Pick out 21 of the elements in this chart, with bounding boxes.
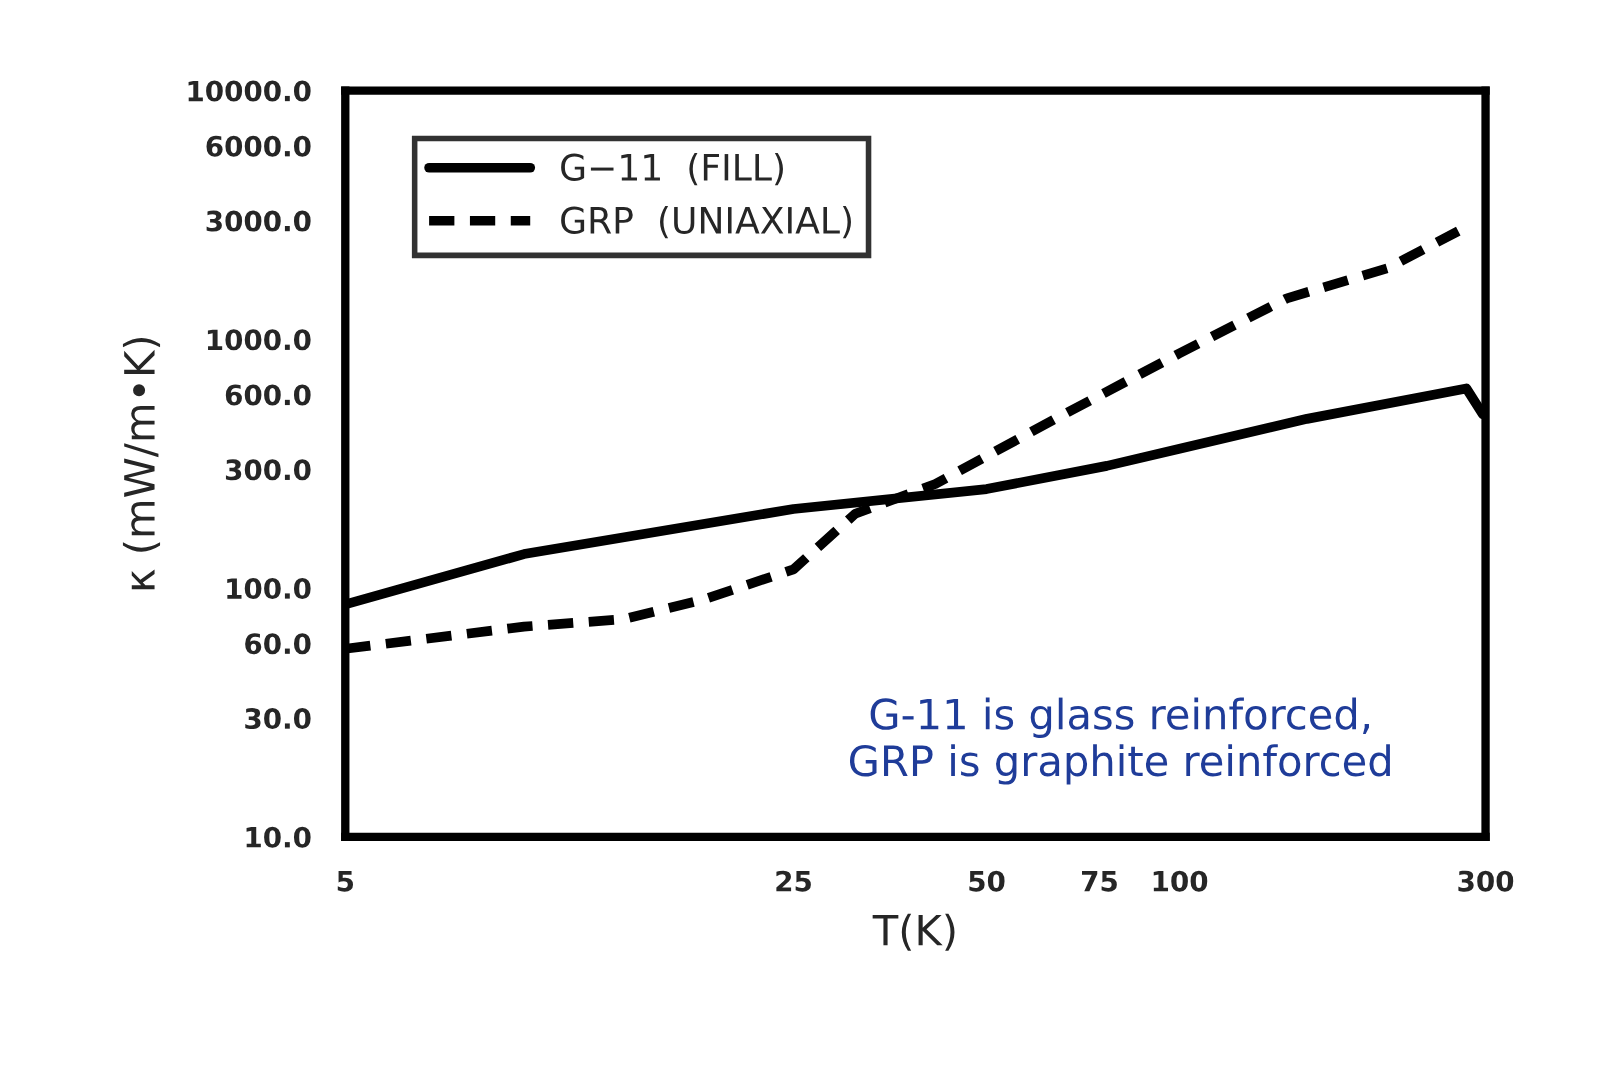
y-tick-label: 60.0 [245,633,311,655]
y-tick-label: 100.0 [227,578,311,600]
y-tick-label: 1000.0 [207,329,311,351]
x-tick-label: 5 [337,871,354,892]
y-tick-label: 600.0 [225,384,311,406]
y-tick-label: 6000.0 [206,135,311,157]
y-axis-title: κ (mW/m•K) [122,337,161,590]
x-tick-label: 300 [1458,870,1514,892]
y-tick-label: 10000.0 [188,80,311,102]
y-tick-label: 300.0 [225,459,311,481]
x-tick-label: 75 [1082,871,1117,892]
y-tick-label: 30.0 [245,708,311,730]
legend-label: GRP (UNIAXIAL) [561,206,851,239]
x-tick-label: 50 [969,870,1005,892]
y-tick-label: 3000.0 [206,210,311,232]
x-tick-label: 25 [776,870,811,892]
legend-label: G−11 (FILL) [561,153,783,186]
annotation: G-11 is glass reinforced, GRP is graphite reinforced [849,697,1390,785]
x-axis-title: T(K) [872,913,955,951]
x-tick-label: 100 [1153,870,1208,892]
y-tick-label: 10.0 [246,826,311,848]
